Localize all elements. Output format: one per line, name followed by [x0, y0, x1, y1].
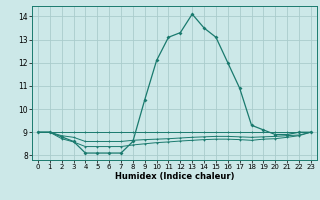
X-axis label: Humidex (Indice chaleur): Humidex (Indice chaleur) [115, 172, 234, 181]
